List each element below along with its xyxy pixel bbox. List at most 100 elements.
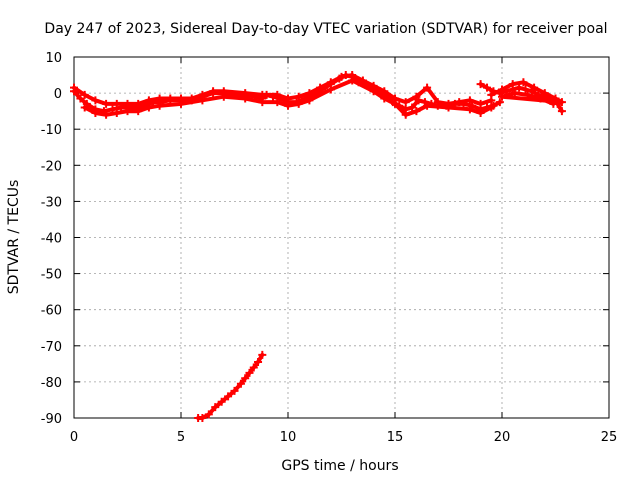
data-point-main-band-upper [316, 83, 325, 92]
y-tick-label: -20 [41, 159, 62, 174]
x-tick-label: 15 [387, 430, 404, 445]
data-point-main-band-upper [209, 87, 218, 96]
data-point-main-band-upper [337, 72, 346, 81]
series-trace-low [196, 352, 265, 420]
data-point-main-band-lower [476, 108, 485, 117]
data-point-late-band [523, 90, 532, 99]
data-point-main [408, 103, 417, 112]
data-point-main-band-upper [305, 89, 314, 98]
data-point-main-band-lower [465, 105, 474, 114]
data-point-late-band [498, 92, 506, 101]
data-point-main-band-upper [294, 92, 303, 101]
data-point-main-band-upper [123, 99, 132, 108]
data-point-main-band-lower [487, 103, 496, 112]
data-point-main-band-lower [294, 99, 303, 108]
data-point-main-band-upper [258, 90, 267, 99]
data-point-main-band-upper [166, 94, 175, 103]
data-point-low [217, 397, 226, 406]
data-point-late [521, 85, 530, 94]
x-axis-label: GPS time / hours [281, 458, 398, 474]
data-point-late-band [549, 99, 558, 108]
data-point-low [211, 403, 220, 412]
y-tick-label: -80 [41, 376, 62, 391]
data-point-main-band-lower [123, 107, 132, 116]
data-point-low [224, 392, 233, 401]
data-points [70, 71, 566, 422]
x-tick-label: 0 [70, 430, 78, 445]
data-point-main-band-upper [91, 96, 100, 105]
data-point-late-band [551, 94, 560, 103]
data-point-main-band-lower [155, 101, 164, 110]
y-tick-label: -30 [41, 195, 62, 210]
data-point-late [557, 107, 566, 116]
data-point-main-band-upper [102, 99, 111, 108]
data-point-low [258, 350, 267, 359]
data-point-main-band-lower [80, 103, 89, 112]
data-point-main-band-lower [284, 101, 292, 110]
data-point-main-band-lower [423, 101, 432, 110]
y-tick-label: -40 [41, 232, 62, 247]
data-point-main-band-lower [258, 98, 267, 107]
data-point-main-band-upper [112, 99, 121, 108]
data-point-main-band-upper [380, 87, 389, 96]
chart-title: Day 247 of 2023, Sidereal Day-to-day VTE… [44, 21, 607, 37]
y-axis-label: SDTVAR / TECUs [6, 180, 22, 295]
y-tick-label: -50 [41, 268, 62, 283]
data-point-main-band-upper [70, 83, 78, 92]
data-point-main-band-lower [112, 108, 121, 117]
data-point-main-band-lower [305, 96, 314, 105]
data-point-late-band [487, 90, 496, 99]
data-point-low [249, 363, 258, 372]
y-tick-label: -90 [41, 412, 62, 427]
data-point-late-band [530, 83, 539, 92]
data-point-late-band [508, 80, 517, 89]
data-point-late-band [557, 98, 566, 107]
data-point-late-band [510, 89, 519, 98]
data-point-main-band-lower [444, 103, 453, 112]
data-point-main-band-lower [380, 94, 389, 103]
data-point-main-band-lower [326, 85, 335, 94]
data-point-main-band-lower [198, 96, 207, 105]
data-point-late-band [540, 89, 549, 98]
data-point-main-band-upper [284, 94, 292, 103]
data-point-main-band-upper [326, 78, 335, 87]
data-point-low [254, 358, 263, 367]
data-point-low [230, 386, 239, 395]
data-point-low [204, 410, 213, 419]
data-point-low [245, 368, 254, 377]
y-tick-label: -60 [41, 304, 62, 319]
data-point-main-band-lower [273, 98, 282, 107]
data-point-main-band-lower [412, 107, 421, 116]
data-point-low [236, 379, 245, 388]
x-tick-label: 5 [177, 430, 185, 445]
data-point-main-band-lower [401, 110, 410, 119]
x-tick-label: 20 [494, 430, 511, 445]
data-point-main-band-lower [102, 110, 111, 119]
y-tick-label: 10 [45, 51, 62, 66]
data-point-main-band-lower [134, 107, 143, 116]
data-point-main-band-upper [273, 90, 282, 99]
data-point-main [76, 94, 85, 103]
data-point-main-band-upper [155, 94, 164, 103]
data-point-main-band-upper [134, 99, 143, 108]
data-point-main-band-lower [391, 99, 399, 108]
data-point-main-band-upper [358, 76, 367, 85]
data-point-main-band-upper [412, 92, 421, 101]
data-point-main-band-upper [401, 98, 410, 107]
data-point-main-band-lower [219, 92, 228, 101]
grid [74, 57, 609, 418]
y-tick-label: 0 [54, 87, 62, 102]
data-point-main-band-upper [465, 96, 474, 105]
data-point-main-band-upper [144, 96, 153, 105]
data-point-main [495, 98, 504, 107]
data-point-late [476, 80, 485, 89]
data-point-main-band-lower [348, 76, 357, 85]
data-point-main-band-upper [476, 99, 485, 108]
x-tick-label: 10 [280, 430, 297, 445]
data-point-late-band [498, 85, 506, 94]
data-point-main-band-upper [455, 98, 464, 107]
data-point-main-band-lower [369, 87, 378, 96]
data-point-main-band-lower [177, 99, 185, 108]
data-point-main-band-lower [241, 94, 250, 103]
